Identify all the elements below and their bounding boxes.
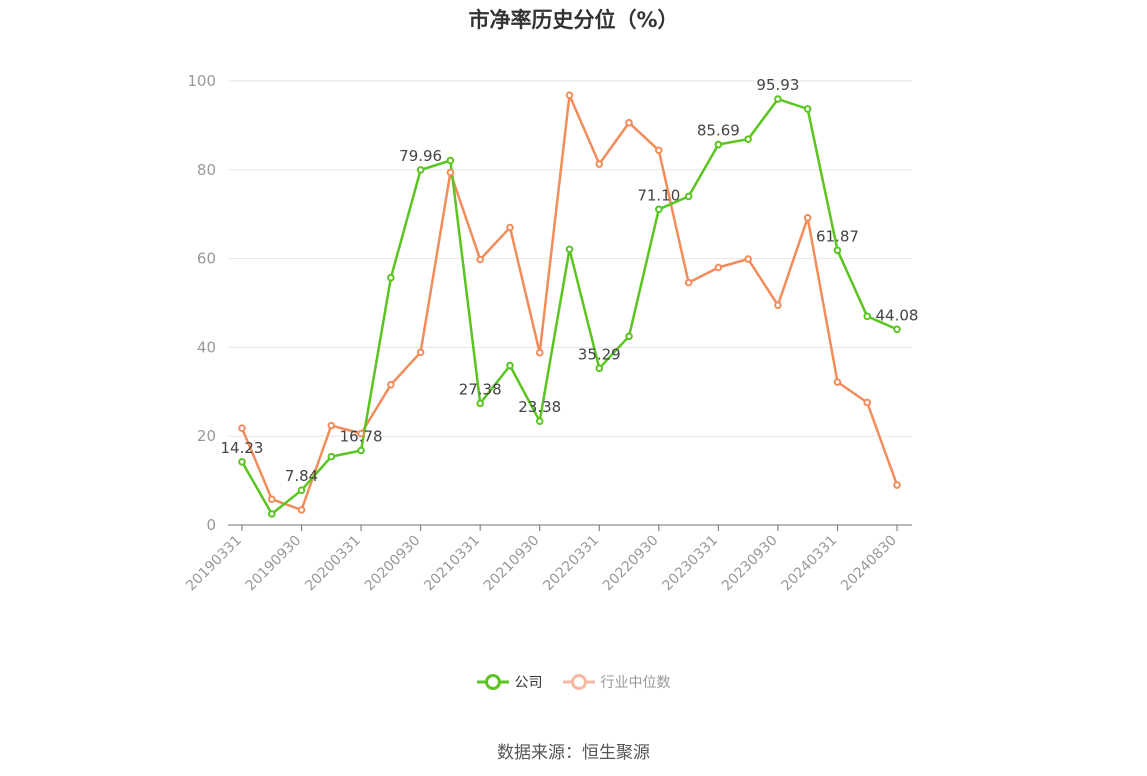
y-tick-label: 20 — [197, 427, 216, 445]
company-data-label: 44.08 — [876, 306, 919, 324]
industry-data-point — [416, 348, 425, 357]
industry-data-point — [357, 429, 365, 438]
x-axis: 2019033120190930202003312020093020210331… — [183, 524, 912, 595]
y-tick-label: 100 — [187, 72, 216, 90]
company-data-point — [297, 486, 306, 494]
industry-data-point — [387, 380, 395, 389]
company-data-point — [893, 325, 901, 334]
industry-data-point — [803, 213, 812, 222]
data-labels: 14.23 7.84 16.78 79.96 27.38 23.38 35.29 71.10 8… — [221, 76, 919, 485]
industry-data-point — [863, 398, 872, 407]
chart-title: 市净率历史分位（%） — [468, 8, 679, 32]
legend-industry-marker-icon — [562, 674, 595, 690]
industry-data-point — [565, 91, 574, 100]
company-data-point — [655, 205, 663, 214]
industry-data-point — [744, 255, 752, 263]
industry-data-point — [625, 118, 633, 127]
x-tick-label: 20240331 — [779, 533, 841, 595]
legend-item-industry[interactable]: 行业中位数 — [562, 672, 671, 692]
company-data-label: 79.96 — [399, 147, 442, 165]
x-tick-label: 20200930 — [362, 533, 424, 595]
industry-data-point — [833, 378, 842, 386]
x-tick-label: 20220930 — [600, 533, 662, 595]
legend-company-label: 公司 — [514, 675, 543, 691]
company-data-point — [416, 166, 425, 174]
company-data-label: 85.69 — [697, 122, 740, 140]
data-source-note: 数据来源：恒生聚源 — [497, 743, 650, 763]
company-data-label: 61.87 — [816, 227, 859, 245]
x-tick-label: 20230930 — [719, 533, 781, 595]
x-tick-label: 20190930 — [243, 533, 305, 595]
company-data-label: 27.38 — [459, 380, 502, 398]
legend: 公司 行业中位数 — [0, 672, 1147, 692]
industry-data-point — [595, 160, 604, 168]
x-tick-label: 20230331 — [659, 533, 721, 595]
x-tick-label: 20210930 — [481, 533, 543, 595]
x-tick-label: 20210331 — [421, 533, 483, 595]
x-tick-label: 20220331 — [540, 533, 602, 595]
industry-series-line — [240, 93, 899, 512]
company-data-point — [714, 140, 723, 149]
y-tick-label: 60 — [197, 250, 216, 268]
industry-data-point — [267, 495, 276, 504]
company-data-point — [506, 361, 514, 370]
company-data-point — [446, 156, 455, 165]
company-data-point — [267, 510, 276, 518]
company-data-label: 71.10 — [637, 186, 680, 204]
company-data-point — [744, 135, 752, 143]
industry-data-point — [238, 424, 246, 433]
industry-data-point — [297, 506, 306, 514]
industry-data-point — [893, 481, 901, 489]
x-tick-label: 20190331 — [183, 533, 245, 595]
industry-data-point — [506, 223, 514, 232]
x-tick-label: 20200331 — [302, 533, 364, 595]
industry-data-point — [327, 421, 336, 430]
company-data-point — [595, 364, 604, 373]
company-data-label: 35.29 — [578, 345, 621, 363]
legend-company-marker-icon — [476, 674, 509, 690]
company-data-point — [565, 245, 574, 254]
company-data-point — [684, 192, 693, 201]
y-axis: 0 20 40 60 80 100 — [187, 72, 216, 534]
company-data-point — [863, 312, 872, 321]
company-data-point — [535, 417, 544, 425]
company-data-point — [833, 246, 842, 255]
company-data-label: 23.38 — [518, 398, 561, 416]
series-lines — [240, 93, 899, 516]
company-data-point — [327, 452, 336, 461]
company-data-point — [357, 446, 365, 455]
y-tick-label: 0 — [206, 516, 216, 534]
legend-industry-label: 行业中位数 — [600, 675, 671, 691]
company-data-point — [774, 95, 782, 103]
company-series-line — [240, 97, 898, 516]
company-data-point — [625, 332, 633, 341]
series-points — [238, 91, 901, 518]
company-data-point — [476, 399, 484, 408]
company-data-label: 16.78 — [340, 427, 383, 445]
industry-data-point — [476, 255, 484, 264]
industry-data-point — [446, 168, 455, 177]
company-data-point — [803, 105, 812, 113]
industry-data-point — [774, 301, 782, 310]
y-tick-label: 40 — [197, 338, 216, 356]
grid-lines — [228, 80, 912, 437]
x-tick-label: 20240830 — [838, 533, 900, 595]
company-data-point — [387, 273, 395, 282]
company-data-label: 14.23 — [221, 439, 264, 457]
company-data-point — [238, 458, 246, 466]
industry-data-point — [684, 278, 693, 287]
industry-data-point — [655, 146, 663, 155]
industry-data-point — [714, 263, 723, 272]
company-data-label: 95.93 — [756, 76, 799, 94]
industry-data-point — [535, 348, 544, 357]
legend-item-company[interactable]: 公司 — [476, 672, 543, 692]
y-tick-label: 80 — [197, 161, 216, 179]
company-data-label: 7.84 — [285, 467, 318, 485]
